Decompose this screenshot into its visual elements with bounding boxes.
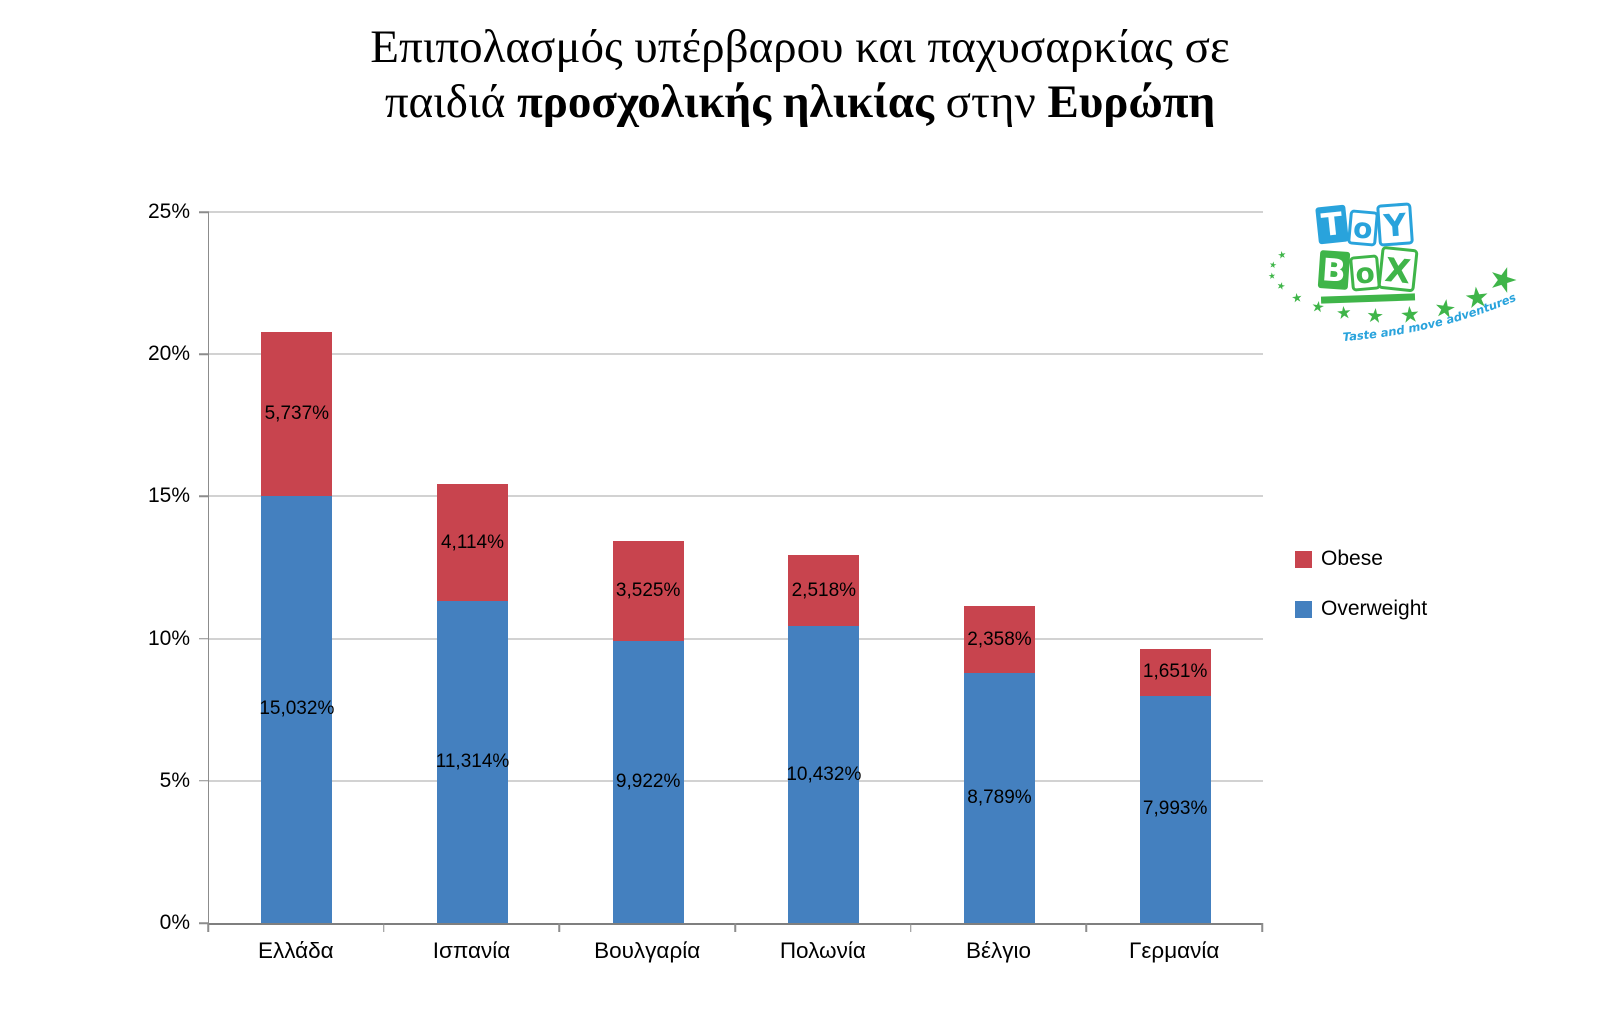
plot-area: 5,737% 15,032% 4,114% 11,314% 3,525% 9,922% 2,…: [199, 211, 1263, 925]
overweight-segment: 7,993%: [1139, 695, 1211, 923]
legend-label-obese: Obese: [1321, 547, 1383, 570]
x-label-Βουλγαρία: Βουλγαρία: [594, 938, 701, 963]
obese-data-label: 2,518%: [791, 579, 857, 601]
y-tick-label: 0%: [159, 911, 190, 934]
y-axis: 0% 5% 10% 15% 20% 25%: [110, 200, 190, 934]
x-axis-labels: Ελλάδα Ισπανία Βουλγαρία Πολωνία Βέλγιο Γερμα…: [208, 938, 1262, 964]
svg-text:o: o: [1354, 256, 1376, 291]
overweight-segment: 10,432%: [786, 626, 862, 923]
toybox-logo: T o Y B o X: [1268, 202, 1520, 344]
gridline: [209, 780, 1263, 782]
obese-data-label: 1,651%: [1142, 661, 1208, 683]
bar-slot: 2,518% 10,432%: [736, 212, 912, 923]
obese-segment: 4,114%: [436, 484, 508, 602]
y-axis-tick: [199, 495, 209, 498]
bar-slot: 5,737% 15,032%: [209, 212, 385, 923]
svg-text:T: T: [1320, 206, 1345, 244]
overweight-data-label: 15,032%: [259, 698, 335, 720]
obese-data-label: 4,114%: [440, 531, 504, 553]
overweight-swatch-icon: [1295, 600, 1312, 618]
stacked-bar-Βέλγιο: 2,358% 8,789%: [963, 605, 1035, 923]
legend-label-overweight: Overweight: [1321, 597, 1428, 620]
logo-word-toy: T o Y: [1315, 202, 1414, 247]
bar-slot: 3,525% 9,922%: [560, 212, 736, 923]
y-axis-tick: [199, 780, 209, 782]
stacked-bar-Βουλγαρία: 3,525% 9,922%: [612, 540, 684, 923]
overweight-segment: 11,314%: [435, 601, 510, 923]
gridline: [209, 638, 1263, 640]
y-axis-tick: [199, 637, 209, 640]
chart-title-line1: Επιπολασμός υπέρβαρου και παχυσαρκίας σε: [370, 21, 1230, 73]
svg-text:X: X: [1383, 250, 1412, 291]
gridline: [209, 211, 1263, 213]
svg-text:o: o: [1352, 211, 1374, 246]
obese-segment: 2,358%: [963, 605, 1035, 674]
gridline: [209, 495, 1263, 497]
y-axis-tick: [199, 922, 209, 924]
svg-text:B: B: [1321, 252, 1347, 290]
x-axis-tick: [382, 923, 385, 932]
obese-segment: 1,651%: [1139, 648, 1211, 696]
x-label-Ισπανία: Ισπανία: [432, 938, 511, 963]
chart-title: Επιπολασμός υπέρβαρου και παχυσαρκίας σε…: [0, 20, 1600, 130]
logo-underline: [1320, 293, 1416, 304]
obese-segment: 2,518%: [788, 554, 860, 627]
x-axis-tick: [207, 923, 209, 932]
x-label-Βέλγιο: Βέλγιο: [965, 938, 1032, 963]
obese-segment: 5,737%: [261, 332, 333, 496]
legend-item-overweight: Overweight: [1295, 597, 1427, 621]
x-label-Πολωνία: Πολωνία: [779, 938, 866, 963]
x-axis-tick: [1085, 923, 1088, 932]
legend: Obese Overweight: [1295, 547, 1427, 621]
x-label-Γερμανία: Γερμανία: [1128, 938, 1220, 963]
x-axis-tick: [558, 923, 561, 932]
overweight-data-label: 9,922%: [615, 770, 681, 792]
bar-slot: 1,651% 7,993%: [1087, 212, 1263, 923]
x-axis-tick: [909, 923, 912, 932]
obese-data-label: 3,525%: [615, 579, 681, 601]
obese-swatch-icon: [1295, 550, 1312, 568]
x-axis-ticks: [207, 923, 1263, 933]
y-axis-tick: [199, 353, 209, 355]
stacked-bar-Ισπανία: 4,114% 11,314%: [435, 484, 510, 923]
y-tick-label: 15%: [147, 484, 190, 508]
bar-slot: 4,114% 11,314%: [385, 212, 561, 923]
logo-word-box: B o X: [1317, 246, 1419, 292]
y-tick-label: 20%: [147, 342, 190, 366]
y-tick-label: 10%: [147, 626, 190, 650]
stacked-bar-Γερμανία: 1,651% 7,993%: [1139, 648, 1211, 923]
overweight-segment: 15,032%: [259, 495, 335, 923]
y-axis-tick: [199, 211, 209, 213]
y-tick-label: 5%: [159, 768, 190, 792]
overweight-data-label: 8,789%: [967, 787, 1032, 808]
overweight-data-label: 10,432%: [786, 763, 862, 785]
obese-data-label: 5,737%: [264, 402, 330, 424]
overweight-data-label: 11,314%: [435, 751, 510, 773]
x-axis-tick: [1261, 923, 1263, 932]
gridline: [209, 353, 1263, 355]
x-label-Ελλάδα: Ελλάδα: [257, 938, 334, 963]
bar-slot: 2,358% 8,789%: [912, 212, 1088, 923]
x-axis-tick: [734, 923, 736, 932]
y-tick-label: 25%: [147, 200, 190, 223]
obese-segment: 3,525%: [612, 540, 684, 641]
overweight-segment: 9,922%: [612, 640, 684, 923]
overweight-data-label: 7,993%: [1142, 798, 1208, 820]
overweight-segment: 8,789%: [963, 673, 1035, 923]
stacked-bar-Πολωνία: 2,518% 10,432%: [786, 554, 862, 923]
chart-title-line2: παιδιά προσχολικής ηλικίας στην Ευρώπη: [384, 75, 1216, 128]
obese-data-label: 2,358%: [967, 628, 1032, 650]
legend-item-obese: Obese: [1295, 547, 1427, 571]
stacked-bar-Ελλάδα: 5,737% 15,032%: [259, 332, 335, 923]
svg-text:Y: Y: [1382, 207, 1408, 245]
